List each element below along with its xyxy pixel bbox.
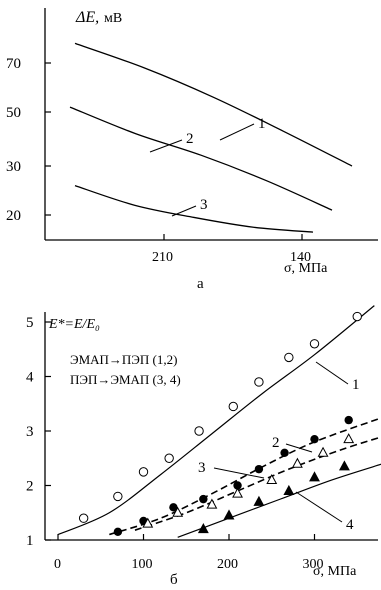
panel-b-x-tick-label: 0	[54, 557, 61, 572]
panel-b-series-2-label: 2	[272, 435, 280, 451]
panel-b-series-1-label: 1	[352, 377, 360, 393]
panel-b-series-3-point	[317, 446, 329, 457]
panel-b-series-1-point	[309, 339, 320, 349]
panel-b-series-1-point	[138, 467, 149, 477]
panel-b-x-tick-label: 100	[132, 557, 153, 572]
panel-b-y-tick-label: 4	[26, 370, 34, 386]
panel-b-series-1-point	[254, 377, 264, 387]
panel-b-series-2-point	[169, 503, 178, 512]
panel-b-y-tick-label: 2	[26, 479, 34, 495]
panel-b-series-2-point	[344, 415, 353, 425]
panel-b-series-3-point	[172, 506, 184, 517]
panel-a-series-3-line	[74, 184, 314, 233]
panel-a-y-tick-label: 50	[6, 105, 21, 121]
panel-b-x-tick-label: 200	[217, 557, 238, 572]
panel-b-series-4-point	[253, 495, 265, 506]
panel-b-series-4-point	[197, 523, 209, 534]
panel-b-series-1-point	[228, 401, 238, 412]
panel-b-series-2-point	[310, 434, 319, 444]
panel-a-series-2-leader	[149, 139, 183, 153]
panel-b-label: б	[170, 572, 178, 588]
panel-b-series-1-point	[194, 426, 204, 436]
panel-b-series-1-point	[352, 311, 362, 322]
panel-b-x-title: σ, МПа	[313, 564, 357, 579]
panel-b-series-3-point	[343, 433, 355, 444]
panel-b-y-tick-label: 3	[26, 424, 34, 440]
panel-b-series-1-line	[57, 305, 375, 536]
panel-b-series-2-point	[233, 481, 242, 490]
panel-b-series-1-point	[164, 453, 174, 463]
panel-b-series-1-point	[113, 491, 123, 502]
panel-a-x-title: σ, МПа	[284, 261, 328, 276]
panel-a-series-3-label: 3	[200, 197, 208, 213]
panel-a-series-2-line	[69, 106, 333, 211]
panel-a-series-1-line	[74, 42, 353, 167]
panel-a-y-title-symbol: ΔE,	[75, 9, 99, 26]
panel-b-series-4-leader	[295, 491, 343, 523]
panel-b-x-tick-label: 300	[303, 557, 324, 572]
panel-b-series-3-line	[134, 436, 381, 531]
panel-a-y-tick-label: 70	[6, 56, 21, 72]
panel-b-series-3-point	[291, 457, 303, 468]
panel-b-y-tick-label: 1	[26, 533, 34, 549]
panel-a-x-tick-label: 210	[152, 250, 173, 265]
panel-b-legend-line-2: ПЭП→ЭМАП (3, 4)	[70, 372, 181, 387]
panel-b-series-2-point	[280, 448, 289, 457]
panel-a-x-tick-label: 140	[290, 250, 311, 265]
panel-b-series-1-leader	[315, 361, 349, 385]
panel-a-series-1-leader	[219, 123, 255, 141]
panel-a-series-3-leader	[171, 205, 197, 217]
panel-b-series-4-point	[338, 460, 350, 471]
panel-a-y-title-unit: мВ	[104, 11, 122, 26]
panel-b-series-1-point	[284, 352, 294, 363]
panel-b-series-3-point	[206, 498, 218, 509]
panel-b-series-2-point	[254, 464, 264, 474]
panel-a-label: а	[197, 276, 204, 292]
panel-b-legend-line-1: ЭМАП→ПЭП (1,2)	[70, 352, 177, 367]
panel-b-series-4-point	[223, 509, 235, 520]
panel-b-series-3-point	[232, 487, 243, 498]
panel-b-series-2-leader	[285, 443, 313, 453]
panel-b-series-4-line	[177, 463, 381, 538]
panel-b-series-2-point	[199, 494, 208, 504]
panel-b-series-4-label: 4	[346, 517, 354, 533]
panel-b-series-4-point	[309, 471, 320, 482]
panel-a-series-1-label: 1	[258, 116, 266, 132]
panel-b-series-2-point	[113, 527, 123, 537]
panel-b-y-title: E*=E/E₀	[48, 317, 100, 332]
panel-b-series-2-line	[109, 417, 381, 536]
panel-a-series-2-label: 2	[186, 131, 194, 147]
panel-b-series-3-label: 3	[198, 460, 206, 476]
panel-a-y-tick-label: 30	[6, 159, 21, 175]
panel-b-series-4-point	[283, 484, 295, 495]
panel-a: ΔE, мВ σ, МПа а 70 50 30 20 210 140 1 2 3	[6, 8, 378, 292]
panel-b-series-1-point	[78, 513, 89, 523]
panel-b-series-3-point	[142, 517, 154, 528]
panel-b: E*=E/E₀ ЭМАП→ПЭП (1,2) ПЭП→ЭМАП (3, 4) σ…	[26, 305, 381, 588]
panel-b-series-3-leader	[213, 467, 265, 479]
panel-b-series-3-point	[266, 473, 278, 485]
panel-b-y-tick-label: 5	[26, 315, 34, 331]
panel-a-y-tick-label: 20	[6, 208, 21, 224]
